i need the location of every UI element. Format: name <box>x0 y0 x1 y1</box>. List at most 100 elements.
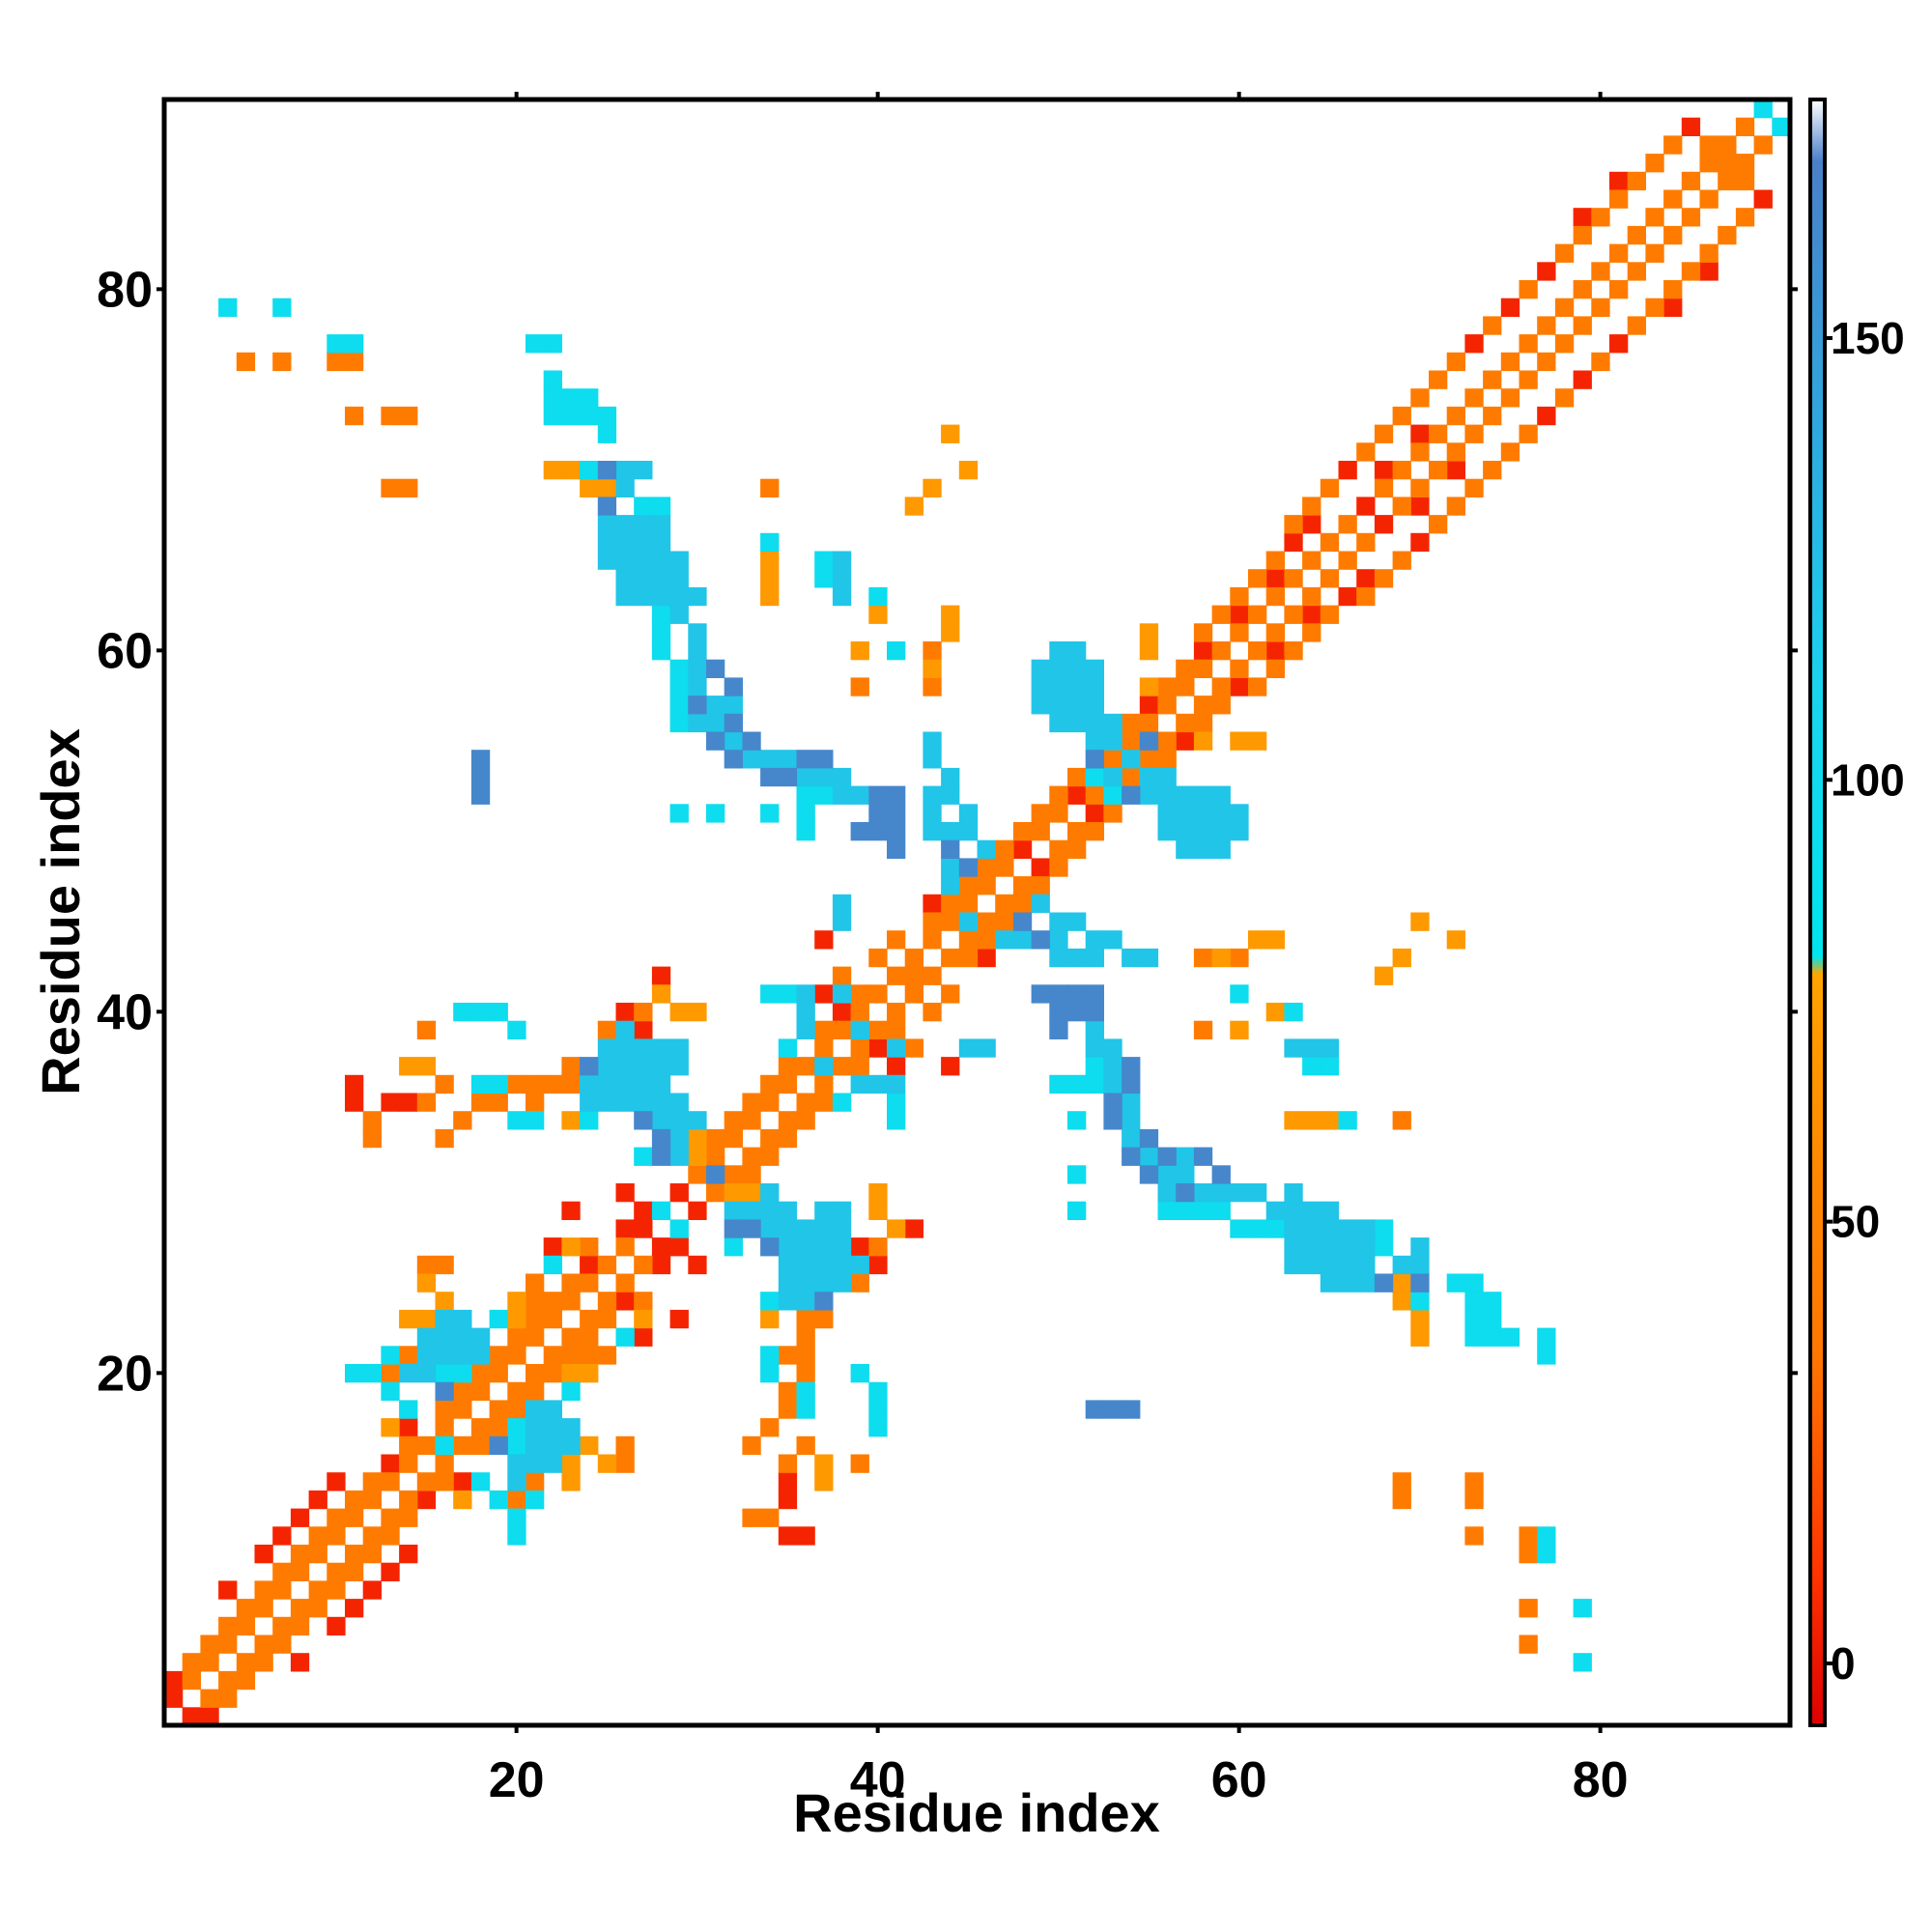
heatmap-cell <box>1012 822 1033 841</box>
heatmap-cell <box>688 1147 707 1166</box>
heatmap-cell <box>272 1634 292 1654</box>
heatmap-cell <box>995 912 1014 931</box>
heatmap-cell <box>1122 785 1141 805</box>
heatmap-cell <box>1627 316 1646 335</box>
heatmap-cell <box>1122 1074 1141 1094</box>
heatmap-cell <box>778 1400 798 1419</box>
heatmap-cell <box>1537 352 1556 372</box>
heatmap-cell <box>561 1472 581 1492</box>
heatmap-cell <box>688 1201 707 1220</box>
heatmap-cell <box>381 1472 400 1492</box>
heatmap-cell <box>345 1364 364 1383</box>
heatmap-cell <box>995 894 1014 914</box>
heatmap-cell <box>706 1183 725 1203</box>
heatmap-cell <box>1519 1545 1538 1564</box>
heatmap-cell <box>887 822 906 841</box>
heatmap-cell <box>1356 532 1376 553</box>
heatmap-cell <box>1338 1219 1357 1238</box>
heatmap-cell <box>923 822 942 841</box>
heatmap-cell <box>290 1653 310 1672</box>
heatmap-cell <box>1284 1255 1303 1275</box>
heatmap-cell <box>850 1237 869 1257</box>
x-tick-label: 60 <box>1211 1752 1267 1808</box>
heatmap-cell <box>1663 135 1683 155</box>
heatmap-cell <box>543 1292 562 1311</box>
heatmap-cell <box>1067 1003 1087 1022</box>
heatmap-cell <box>200 1689 219 1708</box>
heatmap-cell <box>561 1346 581 1365</box>
heatmap-cell <box>453 1435 472 1456</box>
heatmap-cell <box>814 1309 834 1329</box>
heatmap-cell <box>1609 189 1629 209</box>
heatmap-cell <box>1265 641 1285 661</box>
heatmap-cell <box>1265 1201 1285 1220</box>
heatmap-cell <box>1103 1093 1122 1112</box>
heatmap-cell <box>1573 208 1592 227</box>
heatmap-cell <box>1085 804 1104 823</box>
heatmap-cell <box>1230 677 1249 696</box>
heatmap-cell <box>1573 316 1592 335</box>
heatmap-cell <box>1049 912 1068 931</box>
heatmap-cell <box>1067 1201 1087 1220</box>
y-tick-label: 60 <box>97 623 153 679</box>
heatmap-cell <box>1464 388 1484 408</box>
heatmap-cell <box>1609 280 1629 299</box>
heatmap-cell <box>651 551 671 570</box>
heatmap-cell <box>1338 1255 1357 1275</box>
heatmap-cell <box>796 1003 815 1022</box>
heatmap-cell <box>435 1292 454 1311</box>
heatmap-cell <box>724 731 743 751</box>
heatmap-cell <box>669 1038 689 1058</box>
heatmap-cell <box>1392 497 1411 516</box>
heatmap-cell <box>742 1435 761 1456</box>
heatmap-cell <box>688 677 707 696</box>
heatmap-cell <box>580 1364 599 1383</box>
heatmap-cell <box>651 532 671 553</box>
heatmap-cell <box>580 1346 599 1365</box>
heatmap-cell <box>1230 623 1249 642</box>
heatmap-cell <box>1012 912 1033 931</box>
heatmap-cell <box>1067 696 1087 715</box>
heatmap-cell <box>597 515 617 534</box>
colorbar-tick-label: 0 <box>1831 1638 1856 1689</box>
heatmap-cell <box>1049 984 1068 1004</box>
colorbar <box>1808 98 1827 1727</box>
heatmap-cell <box>615 1435 635 1456</box>
heatmap-cell <box>1103 1111 1122 1130</box>
heatmap-cell <box>1500 352 1520 372</box>
heatmap-cell <box>580 1309 599 1329</box>
heatmap-cell <box>399 1093 418 1112</box>
heatmap-cell <box>724 1219 743 1238</box>
heatmap-cell <box>1248 1183 1267 1203</box>
heatmap-cell <box>1139 731 1159 751</box>
heatmap-cell <box>1410 1292 1430 1311</box>
heatmap-cell <box>977 876 996 895</box>
heatmap-cell <box>416 1364 437 1383</box>
heatmap-cell <box>887 1038 906 1058</box>
heatmap-cell <box>1645 298 1664 317</box>
heatmap-cell <box>1211 641 1231 661</box>
heatmap-cell <box>1211 1165 1231 1184</box>
heatmap-cell <box>597 478 617 497</box>
heatmap-cell <box>1429 370 1448 389</box>
heatmap-cell <box>1176 1165 1195 1184</box>
heatmap-cell <box>1085 930 1104 950</box>
colorbar-tick-label: 50 <box>1831 1197 1880 1247</box>
heatmap-cell <box>1320 1219 1340 1238</box>
heatmap-cell <box>1663 280 1683 299</box>
heatmap-cell <box>1338 551 1357 570</box>
heatmap-cell <box>706 1165 725 1184</box>
heatmap-cell <box>1176 1183 1195 1203</box>
heatmap-cell <box>615 515 635 534</box>
heatmap-cell <box>1049 1020 1068 1039</box>
heatmap-cell <box>1193 839 1213 859</box>
heatmap-cell <box>1663 298 1683 317</box>
heatmap-cell <box>1483 1327 1502 1347</box>
x-axis-title: Residue index <box>793 1782 1160 1843</box>
heatmap-cell <box>526 1400 545 1419</box>
heatmap-cell <box>1284 1003 1303 1022</box>
heatmap-cell <box>507 1435 526 1456</box>
heatmap-cell <box>669 1128 689 1149</box>
heatmap-cell <box>580 1057 599 1076</box>
heatmap-cell <box>887 1111 906 1130</box>
